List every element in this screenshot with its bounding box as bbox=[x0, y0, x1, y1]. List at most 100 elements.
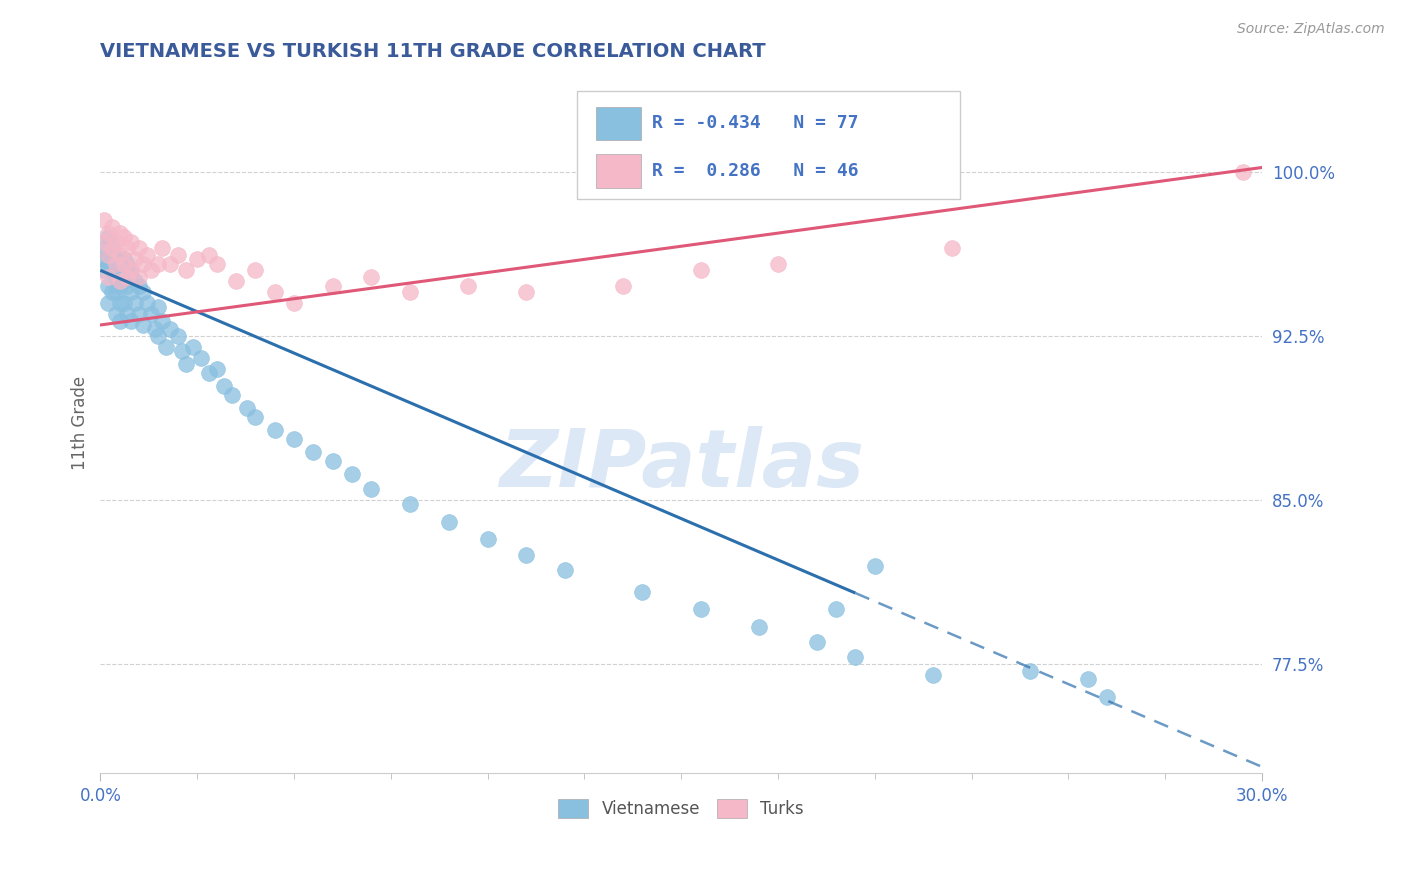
Legend: Vietnamese, Turks: Vietnamese, Turks bbox=[551, 792, 811, 824]
Point bbox=[863, 558, 886, 573]
Point bbox=[148, 257, 170, 271]
Text: Source: ZipAtlas.com: Source: ZipAtlas.com bbox=[1237, 22, 1385, 37]
Point bbox=[844, 650, 866, 665]
Point bbox=[477, 533, 499, 547]
Point bbox=[322, 453, 344, 467]
Point bbox=[93, 235, 115, 249]
Point bbox=[302, 445, 325, 459]
Point bbox=[97, 269, 120, 284]
Point bbox=[236, 401, 259, 416]
Point bbox=[825, 602, 848, 616]
Point bbox=[104, 307, 127, 321]
Point bbox=[360, 482, 382, 496]
Point bbox=[101, 285, 124, 300]
Point bbox=[101, 242, 124, 256]
Point bbox=[128, 269, 150, 284]
Point bbox=[108, 313, 131, 327]
Point bbox=[124, 296, 146, 310]
Point bbox=[148, 329, 170, 343]
Text: R =  0.286   N = 46: R = 0.286 N = 46 bbox=[652, 161, 859, 179]
Point bbox=[748, 620, 770, 634]
Point bbox=[108, 252, 131, 267]
Point bbox=[117, 257, 139, 271]
Point bbox=[197, 366, 219, 380]
Point bbox=[245, 263, 267, 277]
Point bbox=[112, 252, 135, 267]
Point bbox=[101, 219, 124, 234]
Point bbox=[174, 263, 197, 277]
Point bbox=[108, 248, 131, 262]
Point bbox=[139, 307, 162, 321]
Point bbox=[322, 278, 344, 293]
Point bbox=[97, 248, 120, 262]
Point bbox=[132, 318, 155, 332]
Point bbox=[101, 242, 124, 256]
Point bbox=[148, 301, 170, 315]
Point bbox=[139, 263, 162, 277]
Point bbox=[117, 278, 139, 293]
Point bbox=[399, 497, 422, 511]
Point bbox=[97, 278, 120, 293]
Point bbox=[132, 285, 155, 300]
Point bbox=[120, 235, 142, 249]
Point bbox=[515, 285, 537, 300]
Point bbox=[941, 242, 963, 256]
Point bbox=[515, 548, 537, 562]
Point bbox=[132, 257, 155, 271]
Point bbox=[1018, 664, 1040, 678]
Point bbox=[108, 296, 131, 310]
Point bbox=[124, 274, 146, 288]
Point bbox=[766, 257, 789, 271]
Text: ZIPatlas: ZIPatlas bbox=[499, 426, 863, 505]
Point bbox=[104, 235, 127, 249]
Point bbox=[117, 269, 139, 284]
Point bbox=[205, 361, 228, 376]
Point bbox=[283, 296, 305, 310]
Text: VIETNAMESE VS TURKISH 11TH GRADE CORRELATION CHART: VIETNAMESE VS TURKISH 11TH GRADE CORRELA… bbox=[100, 42, 766, 61]
Point bbox=[399, 285, 422, 300]
Point bbox=[631, 585, 654, 599]
Point bbox=[689, 263, 711, 277]
Point bbox=[124, 252, 146, 267]
Point bbox=[283, 432, 305, 446]
Text: R = -0.434   N = 77: R = -0.434 N = 77 bbox=[652, 114, 859, 132]
Point bbox=[93, 252, 115, 267]
Point bbox=[104, 269, 127, 284]
Point bbox=[143, 322, 166, 336]
Point bbox=[108, 226, 131, 240]
Point bbox=[1077, 673, 1099, 687]
Point bbox=[263, 423, 285, 437]
Point bbox=[150, 242, 173, 256]
Point bbox=[205, 257, 228, 271]
Point bbox=[104, 257, 127, 271]
Point bbox=[1232, 165, 1254, 179]
Point bbox=[197, 248, 219, 262]
Point bbox=[97, 226, 120, 240]
Point bbox=[128, 242, 150, 256]
Point bbox=[93, 242, 115, 256]
Point bbox=[186, 252, 208, 267]
Point bbox=[170, 344, 193, 359]
Point bbox=[97, 230, 120, 244]
Point bbox=[457, 278, 479, 293]
Point bbox=[104, 257, 127, 271]
Point bbox=[97, 257, 120, 271]
Point bbox=[93, 263, 115, 277]
Point bbox=[190, 351, 212, 365]
Point bbox=[128, 278, 150, 293]
Point bbox=[117, 307, 139, 321]
Point bbox=[166, 329, 188, 343]
Point bbox=[340, 467, 363, 481]
Point bbox=[360, 269, 382, 284]
Point bbox=[97, 296, 120, 310]
Point bbox=[120, 263, 142, 277]
FancyBboxPatch shape bbox=[576, 91, 960, 200]
Point bbox=[214, 379, 236, 393]
Point bbox=[166, 248, 188, 262]
Point bbox=[806, 635, 828, 649]
Point bbox=[263, 285, 285, 300]
Point bbox=[150, 313, 173, 327]
Point bbox=[554, 563, 576, 577]
Point bbox=[135, 296, 157, 310]
Point bbox=[135, 248, 157, 262]
